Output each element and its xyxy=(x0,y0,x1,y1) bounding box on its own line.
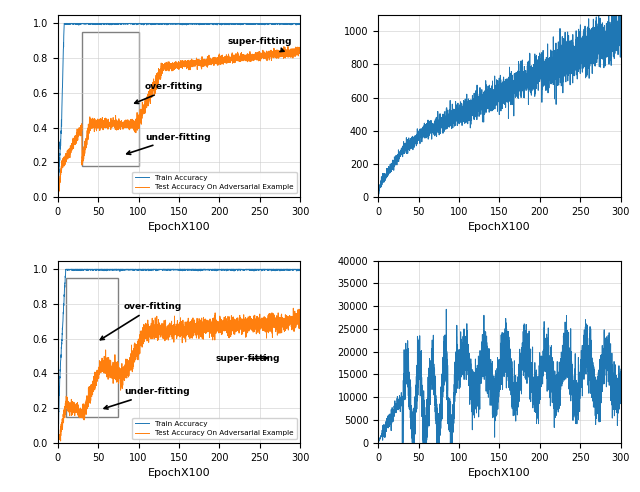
Test Accuracy On Adversarial Example xyxy=(292,47,300,53)
Train Accuracy xyxy=(296,21,304,27)
Train Accuracy xyxy=(96,21,104,27)
Train Accuracy xyxy=(292,266,300,272)
Test Accuracy On Adversarial Example xyxy=(266,53,273,59)
Test Accuracy On Adversarial Example xyxy=(54,439,61,445)
Legend: Train Accuracy, Test Accuracy On Adversarial Example: Train Accuracy, Test Accuracy On Adversa… xyxy=(132,418,297,439)
Train Accuracy xyxy=(292,21,300,27)
Train Accuracy xyxy=(296,267,304,273)
Train Accuracy xyxy=(82,21,90,27)
Train Accuracy xyxy=(62,266,70,272)
Text: over-fitting: over-fitting xyxy=(100,302,182,339)
Text: super-fitting: super-fitting xyxy=(216,354,280,363)
Test Accuracy On Adversarial Example xyxy=(266,315,273,321)
Test Accuracy On Adversarial Example xyxy=(147,91,154,96)
Train Accuracy xyxy=(54,440,61,446)
Train Accuracy xyxy=(96,266,104,272)
Train Accuracy xyxy=(60,21,68,27)
Train Accuracy xyxy=(82,266,90,272)
Test Accuracy On Adversarial Example xyxy=(81,147,89,153)
Bar xyxy=(66,278,118,417)
Train Accuracy xyxy=(147,21,155,27)
Test Accuracy On Adversarial Example xyxy=(157,328,165,334)
Test Accuracy On Adversarial Example xyxy=(147,328,155,334)
Test Accuracy On Adversarial Example xyxy=(81,400,89,406)
Train Accuracy xyxy=(266,21,273,27)
Test Accuracy On Adversarial Example xyxy=(96,369,104,374)
Line: Train Accuracy: Train Accuracy xyxy=(58,24,300,196)
Train Accuracy xyxy=(147,267,155,273)
Line: Test Accuracy On Adversarial Example: Test Accuracy On Adversarial Example xyxy=(58,308,300,443)
Line: Train Accuracy: Train Accuracy xyxy=(58,269,300,443)
Test Accuracy On Adversarial Example xyxy=(289,305,297,311)
Legend: Train Accuracy, Test Accuracy On Adversarial Example: Train Accuracy, Test Accuracy On Adversa… xyxy=(132,172,297,193)
Text: under-fitting: under-fitting xyxy=(127,133,211,154)
Train Accuracy xyxy=(266,266,273,272)
Train Accuracy xyxy=(54,437,61,443)
X-axis label: EpochX100: EpochX100 xyxy=(468,222,531,232)
Text: under-fitting: under-fitting xyxy=(104,387,189,409)
Line: Test Accuracy On Adversarial Example: Test Accuracy On Adversarial Example xyxy=(58,47,300,197)
Test Accuracy On Adversarial Example xyxy=(157,60,165,66)
Test Accuracy On Adversarial Example xyxy=(296,319,304,325)
X-axis label: EpochX100: EpochX100 xyxy=(468,468,531,478)
Text: over-fitting: over-fitting xyxy=(134,82,204,103)
X-axis label: EpochX100: EpochX100 xyxy=(148,222,211,232)
X-axis label: EpochX100: EpochX100 xyxy=(148,468,211,478)
Test Accuracy On Adversarial Example xyxy=(296,51,304,57)
Test Accuracy On Adversarial Example xyxy=(96,120,104,125)
Test Accuracy On Adversarial Example xyxy=(54,194,61,200)
Bar xyxy=(82,32,138,166)
Train Accuracy xyxy=(54,193,61,199)
Train Accuracy xyxy=(157,21,165,27)
Text: super-fitting: super-fitting xyxy=(228,37,292,52)
Test Accuracy On Adversarial Example xyxy=(54,440,61,446)
Train Accuracy xyxy=(157,266,165,272)
Train Accuracy xyxy=(54,192,61,198)
Test Accuracy On Adversarial Example xyxy=(284,44,292,50)
Test Accuracy On Adversarial Example xyxy=(292,322,300,328)
